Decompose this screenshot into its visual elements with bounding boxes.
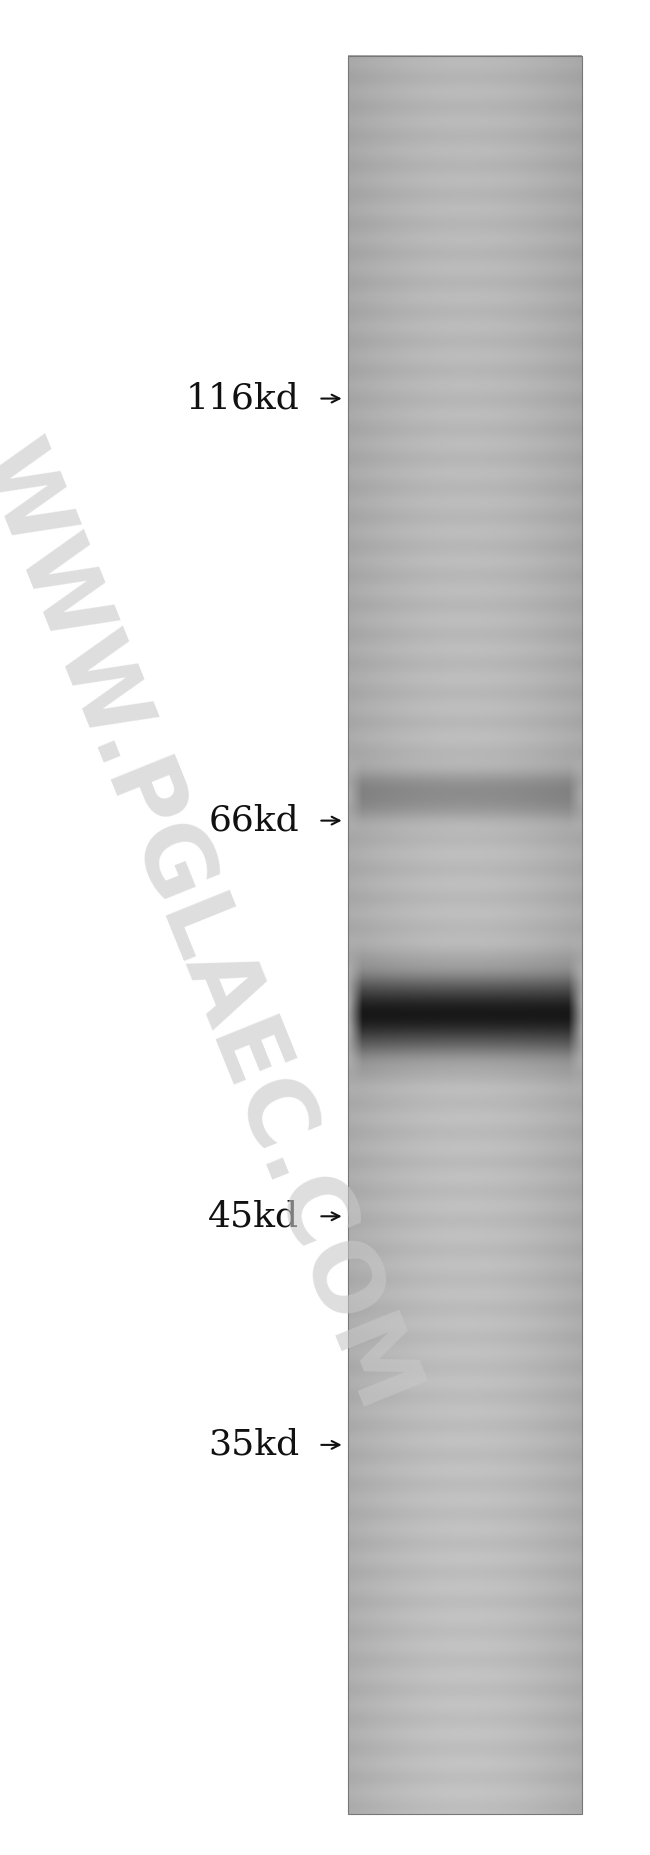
Text: 35kd: 35kd (208, 1428, 299, 1462)
Bar (348, 56, 582, 1814)
Text: 45kd: 45kd (208, 1200, 299, 1234)
Text: 116kd: 116kd (185, 382, 299, 416)
Text: 66kd: 66kd (209, 803, 299, 838)
Text: WWW.PGLAEC.COM: WWW.PGLAEC.COM (0, 430, 432, 1425)
